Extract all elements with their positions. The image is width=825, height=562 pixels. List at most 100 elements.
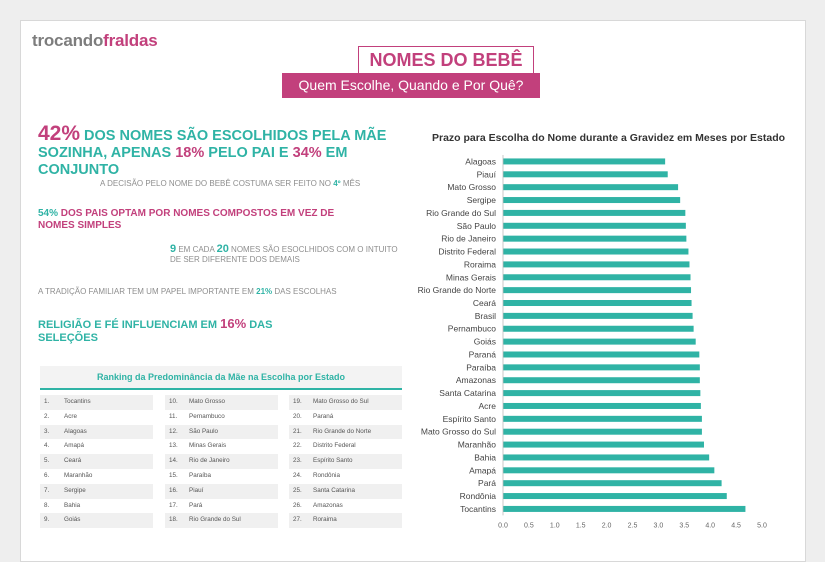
category-label: Alagoas	[465, 156, 496, 166]
ranking-row: 27. Roraima	[289, 513, 402, 529]
bar	[503, 235, 687, 242]
stat-decision-month: A DECISÃO PELO NOME DO BEBÊ COSTUMA SER …	[100, 179, 360, 188]
stat-text: PELO PAI E	[204, 145, 293, 161]
ranking-number: 11.	[169, 412, 178, 420]
stat-religion: RELIGIÃO E FÉ INFLUENCIAM EM 16% DAS SEL…	[38, 317, 278, 345]
ranking-row: 14. Rio de Janeiro	[165, 454, 278, 469]
stat-value: 9	[170, 243, 177, 255]
stat-text: DAS SELEÇÕES	[38, 319, 273, 344]
bar	[503, 197, 681, 204]
bar	[503, 274, 691, 281]
page-subtitle-box: Quem Escolhe, Quando e Por Quê?	[282, 73, 540, 98]
ranking-row: 21. Rio Grande do Norte	[289, 424, 402, 440]
ranking-state: Pará	[189, 501, 203, 509]
ranking-row: 25. Santa Catarina	[289, 483, 402, 499]
ranking-state: Espírito Santo	[313, 457, 353, 465]
ranking-state: Maranhão	[64, 471, 93, 479]
x-tick-label: 4.5	[731, 522, 741, 529]
ranking-row: 24. Rondônia	[289, 469, 402, 484]
ranking-number: 22.	[293, 442, 302, 450]
ranking-number: 4.	[44, 442, 50, 450]
category-label: São Paulo	[457, 221, 496, 231]
ranking-number: 23.	[293, 457, 302, 465]
ranking-number: 14.	[169, 457, 178, 465]
category-label: Paraíba	[466, 362, 496, 372]
ranking-row: 16. Piauí	[165, 483, 278, 499]
category-label: Rondônia	[460, 491, 497, 501]
category-label: Roraima	[464, 259, 496, 269]
logo-part-1: trocando	[32, 31, 104, 50]
ranking-row: 5. Ceará	[40, 454, 153, 469]
bar	[503, 480, 722, 487]
ranking-number: 2.	[44, 412, 50, 420]
ranking-number: 3.	[44, 427, 50, 435]
x-tick-label: 0.5	[524, 522, 534, 529]
ranking-row: 1. Tocantins	[40, 395, 153, 410]
ranking-state: Minas Gerais	[189, 442, 227, 450]
bar	[503, 402, 701, 409]
ranking-row: 23. Espírito Santo	[289, 454, 402, 469]
bar	[503, 184, 679, 191]
ranking-row: 11. Pernambuco	[165, 410, 278, 425]
category-label: Maranhão	[458, 440, 497, 450]
x-tick-label: 1.0	[550, 522, 560, 529]
category-label: Brasil	[475, 311, 496, 321]
ranking-number: 5.	[44, 457, 50, 465]
bar	[503, 325, 694, 332]
ranking-number: 10.	[169, 398, 178, 405]
ranking-number: 12.	[169, 427, 178, 435]
bar	[503, 377, 700, 384]
stat-text: EM CONJUNTO	[38, 145, 348, 178]
category-label: Pará	[478, 478, 496, 488]
ranking-row: 18. Rio Grande do Sul	[165, 513, 278, 529]
bar	[503, 171, 668, 178]
x-tick-label: 4.0	[705, 522, 715, 529]
category-label: Sergipe	[467, 195, 497, 205]
bar	[503, 287, 692, 294]
ranking-column-3: 19. Mato Grosso do Sul 20. Paraná 21. Rio Gra…	[289, 395, 402, 529]
ranking-row: 17. Pará	[165, 499, 278, 514]
ranking-number: 27.	[293, 516, 302, 524]
ranking-row: 26. Amazonas	[289, 499, 402, 514]
category-label: Mato Grosso	[447, 182, 496, 192]
chart-title: Prazo para Escolha do Nome durante a Gra…	[432, 132, 786, 144]
ranking-state: Tocantins	[64, 398, 91, 405]
ranking-number: 15.	[169, 471, 178, 479]
x-tick-label: 3.0	[654, 522, 664, 529]
ranking-state: Ceará	[64, 457, 82, 465]
bar	[503, 158, 666, 165]
bar	[503, 390, 701, 397]
ranking-number: 8.	[44, 501, 50, 509]
bar	[503, 261, 690, 268]
ranking-number: 13.	[169, 442, 178, 450]
ranking-state: Rio Grande do Sul	[189, 516, 241, 524]
ranking-number: 20.	[293, 412, 302, 420]
ranking-state: Pernambuco	[189, 412, 225, 420]
ranking-row: 8. Bahia	[40, 499, 153, 514]
ranking-state: Rondônia	[313, 471, 340, 479]
ranking-number: 9.	[44, 516, 50, 524]
stat-text: NOMES SÃO ESOCLHIDOS COM O INTUITO DE SE…	[170, 245, 398, 264]
ranking-state: São Paulo	[189, 427, 219, 435]
bar	[503, 493, 727, 500]
ranking-row: 12. São Paulo	[165, 424, 278, 440]
bar	[503, 467, 715, 474]
ranking-number: 17.	[169, 501, 178, 509]
ranking-number: 1.	[44, 398, 50, 405]
category-label: Pernambuco	[448, 324, 496, 334]
category-label: Goiás	[474, 337, 496, 347]
bar	[503, 209, 686, 216]
ranking-state: Distrito Federal	[313, 442, 356, 450]
bar	[503, 351, 700, 358]
ranking-row: 6. Maranhão	[40, 469, 153, 484]
ranking-row: 2. Acre	[40, 410, 153, 425]
logo: trocandofraldas	[32, 31, 158, 51]
category-label: Rio Grande do Sul	[426, 208, 496, 218]
category-label: Distrito Federal	[438, 247, 496, 257]
stat-value: 4º	[333, 179, 341, 188]
stat-value: 20	[216, 243, 229, 255]
stat-text: MÊS	[340, 179, 361, 188]
x-tick-label: 2.5	[628, 522, 638, 529]
stat-family-tradition: A TRADIÇÃO FAMILIAR TEM UM PAPEL IMPORTA…	[38, 287, 337, 296]
ranking-row: 3. Alagoas	[40, 424, 153, 440]
